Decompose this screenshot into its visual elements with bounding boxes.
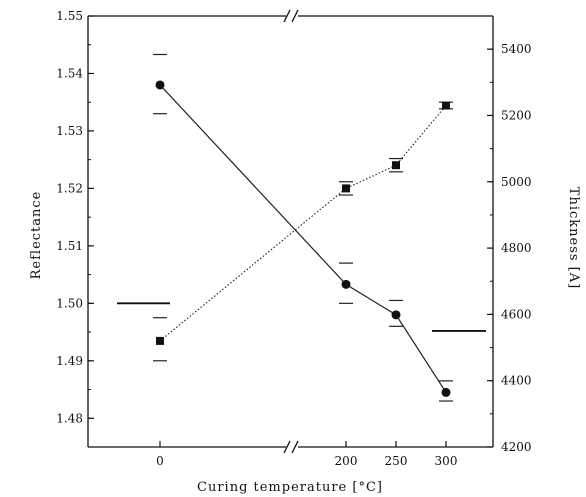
right-tick-label: 4800 — [501, 241, 532, 255]
x-tick-label: 250 — [385, 454, 408, 468]
series-line — [159, 105, 447, 342]
axis-indicator-lines — [117, 302, 486, 332]
plot-frame — [87, 15, 494, 448]
right-tick-label: 5400 — [501, 42, 532, 56]
axis-break-markers — [283, 9, 299, 454]
data-point-circle — [441, 387, 451, 397]
series-layer — [153, 53, 453, 402]
x-tick-label: 0 — [156, 454, 164, 468]
data-point-square — [392, 161, 400, 170]
left-tick-label: 1.49 — [56, 354, 83, 368]
right-tick-label: 4600 — [501, 307, 532, 321]
left-axis-label: Reflectance — [29, 191, 44, 280]
data-point-circle — [341, 279, 351, 289]
data-point-square — [342, 184, 350, 193]
x-tick-label: 200 — [335, 454, 358, 468]
left-tick-label: 1.51 — [56, 239, 83, 253]
left-tick-label: 1.50 — [56, 296, 83, 310]
left-axis-ticks: 1.48 1.49 1.50 1.51 1.52 1.53 1.54 1.55 — [56, 9, 94, 448]
series-1 — [153, 53, 453, 402]
data-point-circle — [155, 80, 165, 90]
top-axis-break — [283, 9, 299, 23]
break-slash — [283, 440, 291, 454]
data-point-square — [442, 101, 450, 110]
break-slash — [291, 440, 299, 454]
left-tick-label: 1.53 — [56, 124, 83, 138]
x-axis-label: Curing temperature [°C] — [197, 480, 383, 495]
right-tick-label: 4400 — [501, 374, 532, 388]
data-point-circle — [391, 310, 401, 320]
right-axis-ticks: 4200 4400 4600 4800 5000 5200 5400 — [487, 15, 532, 454]
left-tick-label: 1.52 — [56, 181, 83, 195]
left-tick-label: 1.55 — [56, 9, 83, 23]
x-axis-ticks: 0 200 250 300 — [156, 441, 457, 468]
right-tick-label: 4200 — [501, 440, 532, 454]
series-line — [159, 84, 447, 393]
data-point-square — [156, 336, 164, 345]
right-tick-label: 5200 — [501, 108, 532, 122]
left-tick-label: 1.54 — [56, 66, 83, 80]
break-slash — [291, 9, 299, 23]
x-tick-label: 300 — [435, 454, 458, 468]
series-2 — [153, 101, 453, 362]
right-tick-label: 5000 — [501, 175, 532, 189]
right-axis-label: Thickness [A] — [566, 187, 581, 289]
left-tick-label: 1.48 — [56, 411, 83, 425]
bottom-axis-break — [283, 440, 299, 454]
break-slash — [283, 9, 291, 23]
